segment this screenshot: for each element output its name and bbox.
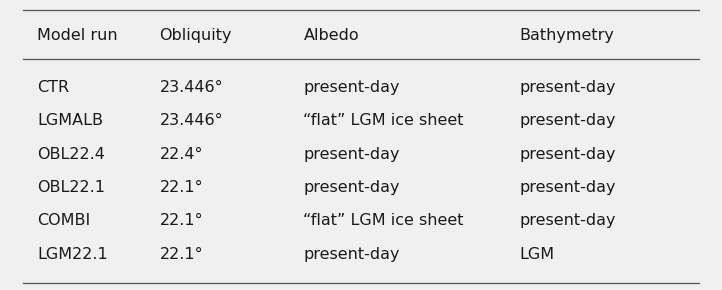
Text: 22.4°: 22.4° <box>160 147 203 162</box>
Text: OBL22.4: OBL22.4 <box>38 147 105 162</box>
Text: 23.446°: 23.446° <box>160 113 223 128</box>
Text: present-day: present-day <box>519 113 616 128</box>
Text: OBL22.1: OBL22.1 <box>38 180 105 195</box>
Text: Obliquity: Obliquity <box>160 28 232 44</box>
Text: present-day: present-day <box>303 80 400 95</box>
Text: CTR: CTR <box>38 80 69 95</box>
Text: 22.1°: 22.1° <box>160 180 203 195</box>
Text: Model run: Model run <box>38 28 118 44</box>
Text: present-day: present-day <box>303 246 400 262</box>
Text: present-day: present-day <box>519 213 616 228</box>
Text: “flat” LGM ice sheet: “flat” LGM ice sheet <box>303 113 464 128</box>
Text: COMBI: COMBI <box>38 213 90 228</box>
Text: LGMALB: LGMALB <box>38 113 103 128</box>
Text: Bathymetry: Bathymetry <box>519 28 614 44</box>
Text: present-day: present-day <box>519 180 616 195</box>
Text: present-day: present-day <box>519 80 616 95</box>
Text: LGM22.1: LGM22.1 <box>38 246 108 262</box>
Text: “flat” LGM ice sheet: “flat” LGM ice sheet <box>303 213 464 228</box>
Text: 22.1°: 22.1° <box>160 213 203 228</box>
Text: 23.446°: 23.446° <box>160 80 223 95</box>
Text: present-day: present-day <box>519 147 616 162</box>
Text: LGM: LGM <box>519 246 554 262</box>
Text: Albedo: Albedo <box>303 28 359 44</box>
Text: present-day: present-day <box>303 147 400 162</box>
Text: present-day: present-day <box>303 180 400 195</box>
Text: 22.1°: 22.1° <box>160 246 203 262</box>
